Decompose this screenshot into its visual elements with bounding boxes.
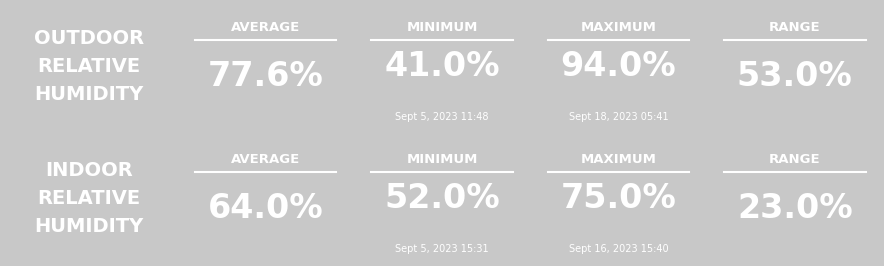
- Text: Sept 5, 2023 15:31: Sept 5, 2023 15:31: [395, 244, 489, 253]
- Text: Sept 5, 2023 11:48: Sept 5, 2023 11:48: [395, 112, 489, 122]
- Text: 64.0%: 64.0%: [208, 192, 324, 225]
- Text: OUTDOOR
RELATIVE
HUMIDITY: OUTDOOR RELATIVE HUMIDITY: [34, 30, 144, 105]
- Text: MINIMUM: MINIMUM: [407, 21, 477, 34]
- Text: MAXIMUM: MAXIMUM: [581, 153, 656, 166]
- Text: 41.0%: 41.0%: [385, 51, 499, 84]
- Text: 52.0%: 52.0%: [385, 182, 499, 215]
- Text: MAXIMUM: MAXIMUM: [581, 21, 656, 34]
- Text: 53.0%: 53.0%: [737, 60, 853, 93]
- Text: RANGE: RANGE: [769, 21, 820, 34]
- Text: INDOOR
RELATIVE
HUMIDITY: INDOOR RELATIVE HUMIDITY: [34, 161, 144, 236]
- Text: Sept 18, 2023 05:41: Sept 18, 2023 05:41: [568, 112, 668, 122]
- Text: 23.0%: 23.0%: [737, 192, 852, 225]
- Text: 94.0%: 94.0%: [560, 51, 676, 84]
- Text: Sept 16, 2023 15:40: Sept 16, 2023 15:40: [568, 244, 668, 253]
- Text: AVERAGE: AVERAGE: [231, 153, 301, 166]
- Text: AVERAGE: AVERAGE: [231, 21, 301, 34]
- Text: MINIMUM: MINIMUM: [407, 153, 477, 166]
- Text: 77.6%: 77.6%: [208, 60, 324, 93]
- Text: RANGE: RANGE: [769, 153, 820, 166]
- Text: 75.0%: 75.0%: [560, 182, 676, 215]
